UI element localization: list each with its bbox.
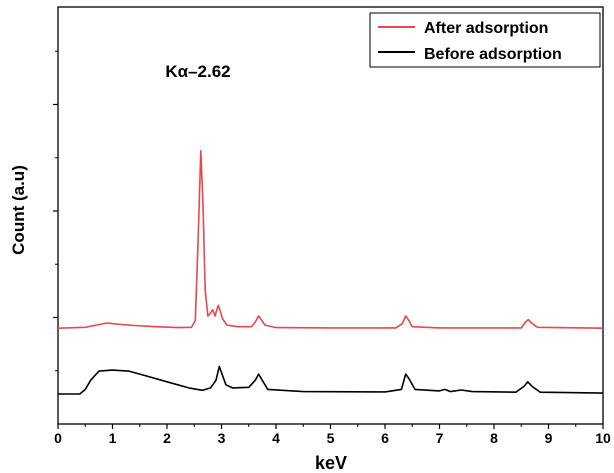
series-line-before-adsorption (58, 365, 604, 395)
plot-frame (57, 6, 604, 425)
x-tick-label: 10 (595, 430, 611, 446)
x-tick-label: 8 (490, 430, 498, 446)
x-tick-label: 2 (163, 430, 171, 446)
x-axis-ticks: 0 1 2 3 4 5 6 7 8 9 10 (54, 424, 611, 446)
series-line-after-adsorption (57, 149, 604, 329)
x-tick-label: 6 (381, 430, 389, 446)
legend-box (369, 12, 601, 68)
x-tick-label: 7 (436, 430, 444, 446)
peak-annotation: Kα–2.62 (165, 62, 230, 81)
legend-label-after: After adsorption (424, 20, 548, 37)
x-tick-label: 1 (109, 430, 117, 446)
series-layer (57, 149, 604, 395)
x-tick-label: 3 (218, 430, 226, 446)
x-tick-label: 5 (327, 430, 335, 446)
x-axis-label: keV (315, 453, 347, 473)
x-tick-label: 9 (545, 430, 553, 446)
y-axis-ticks (53, 50, 58, 372)
legend: After adsorption Before adsorption (369, 12, 601, 68)
y-axis-label: Count (a.u) (9, 165, 28, 255)
x-tick-label: 0 (54, 430, 62, 446)
x-tick-label: 4 (272, 430, 280, 446)
legend-label-before: Before adsorption (424, 46, 562, 63)
